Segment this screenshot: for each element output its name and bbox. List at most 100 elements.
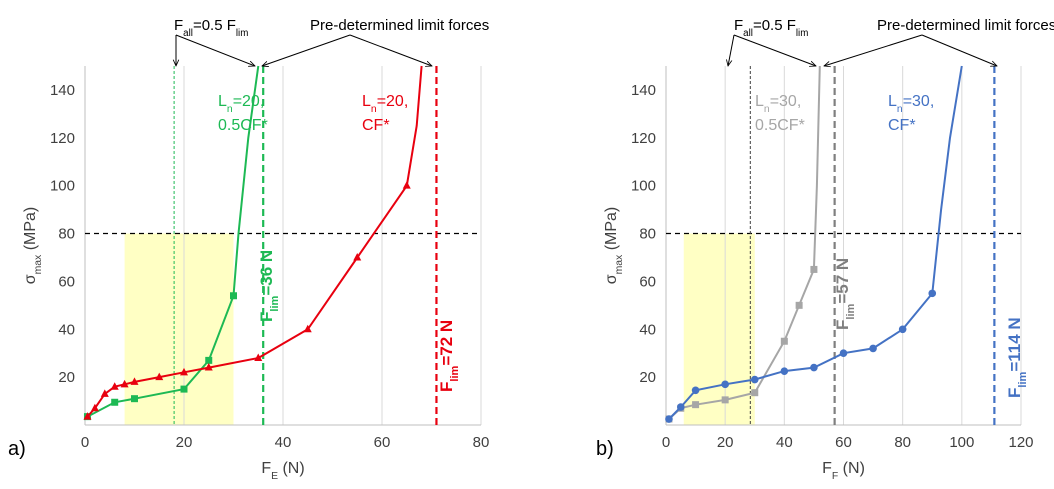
data-point-square bbox=[230, 292, 237, 300]
data-point-square bbox=[205, 356, 213, 364]
y-tick-label: 120 bbox=[50, 130, 75, 147]
annotation-arrow bbox=[824, 34, 923, 66]
allowable-region bbox=[124, 233, 234, 425]
series-line bbox=[87, 65, 260, 418]
data-point-circle bbox=[721, 380, 729, 389]
x-tick-label: 20 bbox=[717, 434, 734, 451]
data-point-circle bbox=[676, 403, 685, 411]
annotation-arrow bbox=[733, 34, 816, 66]
series-label: Ln=30, bbox=[755, 93, 801, 115]
allowable-force-annotation: Fall=0.5 Flim bbox=[174, 17, 248, 39]
data-point-square bbox=[795, 301, 803, 309]
data-point-circle bbox=[665, 415, 673, 423]
annotation-arrow bbox=[921, 34, 997, 66]
data-point-triangle bbox=[155, 372, 164, 381]
data-point-triangle bbox=[130, 377, 139, 385]
data-point-triangle bbox=[254, 353, 263, 361]
limit-force-label: Flim=57 N bbox=[833, 258, 857, 330]
series-line bbox=[668, 65, 963, 420]
data-point-square bbox=[721, 396, 729, 404]
x-tick-label: 120 bbox=[1008, 434, 1033, 451]
panel-label: b) bbox=[596, 438, 614, 460]
data-point-triangle bbox=[110, 382, 119, 390]
data-point-triangle bbox=[353, 252, 362, 261]
series-1: Ln=20, 0.5CF* Flim=36 N bbox=[83, 65, 281, 421]
data-point-triangle bbox=[83, 412, 92, 420]
y-tick-label: 60 bbox=[58, 273, 75, 290]
x-tick-label: 40 bbox=[275, 434, 292, 451]
y-tick-label: 120 bbox=[631, 130, 656, 147]
limit-forces-annotation: Pre-determined limit forces bbox=[877, 17, 1054, 34]
y-tick-label: 40 bbox=[58, 321, 75, 338]
y-tick-label: 60 bbox=[639, 273, 656, 290]
chart-panel-1: 0 20 40 60 80 20 40 60 80 100 120 140 FE (N) σmax (MP… bbox=[8, 17, 489, 482]
x-tick-label: 80 bbox=[473, 434, 490, 451]
data-point-square bbox=[751, 389, 759, 397]
series-label: CF* bbox=[362, 117, 390, 134]
y-tick-label: 40 bbox=[639, 321, 656, 338]
data-point-circle bbox=[780, 367, 789, 375]
allowable-force-annotation: Fall=0.5 Flim bbox=[734, 17, 808, 39]
x-axis-label: FE (N) bbox=[261, 460, 304, 482]
series-label: Ln=20, bbox=[362, 93, 408, 115]
x-tick-label: 60 bbox=[374, 434, 391, 451]
annotation-arrow bbox=[728, 34, 735, 66]
series-2: Ln=30, CF* Flim=114 N bbox=[665, 65, 1029, 423]
data-point-triangle bbox=[90, 403, 99, 412]
y-tick-label: 140 bbox=[50, 82, 75, 99]
data-point-square bbox=[131, 395, 138, 403]
y-axis-label: σmax (MPa) bbox=[22, 207, 44, 285]
data-point-triangle bbox=[303, 324, 312, 333]
annotation-arrow bbox=[175, 34, 255, 66]
y-tick-label: 80 bbox=[58, 226, 75, 243]
series-label: Ln=30, bbox=[888, 93, 934, 115]
series-line bbox=[668, 65, 821, 420]
annotation-arrow bbox=[262, 34, 351, 66]
series-1: Ln=30, 0.5CF* Flim=57 N bbox=[665, 65, 857, 423]
limit-force-label: Flim=36 N bbox=[257, 250, 281, 322]
y-tick-label: 100 bbox=[631, 178, 656, 195]
data-point-triangle bbox=[120, 379, 129, 388]
data-point-square bbox=[780, 337, 788, 345]
data-point-square bbox=[692, 401, 700, 409]
data-point-triangle bbox=[402, 181, 411, 189]
limit-force-label: Flim=72 N bbox=[437, 320, 461, 392]
y-tick-label: 100 bbox=[50, 178, 75, 195]
x-tick-label: 100 bbox=[949, 434, 974, 451]
x-axis-label: FF (N) bbox=[822, 460, 865, 482]
y-tick-label: 20 bbox=[58, 369, 75, 386]
y-tick-label: 80 bbox=[639, 226, 656, 243]
x-tick-label: 40 bbox=[776, 434, 793, 451]
data-point-square bbox=[111, 398, 119, 406]
data-point-circle bbox=[810, 363, 818, 372]
data-point-circle bbox=[691, 386, 700, 395]
data-point-triangle bbox=[180, 367, 188, 376]
series-label: 0.5CF* bbox=[218, 117, 268, 134]
panel-label: a) bbox=[8, 438, 26, 460]
data-point-circle bbox=[750, 375, 759, 384]
x-tick-label: 0 bbox=[81, 434, 89, 451]
annotation-arrow bbox=[349, 34, 432, 66]
x-tick-label: 60 bbox=[835, 434, 852, 451]
series-label: 0.5CF* bbox=[755, 117, 805, 134]
series-label: Ln=20, bbox=[218, 93, 264, 115]
x-tick-label: 80 bbox=[894, 434, 911, 451]
y-tick-label: 140 bbox=[631, 82, 656, 99]
series-2: Ln=20, CF* Flim=72 N bbox=[83, 65, 461, 420]
chart-panel-2: 0 20 40 60 80 100 120 20 40 60 80 100 120 140 FF (N) σm… bbox=[596, 17, 1054, 482]
data-point-circle bbox=[869, 344, 877, 353]
data-point-triangle bbox=[204, 363, 213, 371]
x-tick-label: 0 bbox=[662, 434, 670, 451]
data-point-triangle bbox=[100, 389, 109, 397]
data-point-circle bbox=[928, 289, 937, 298]
data-point-square bbox=[180, 385, 188, 393]
data-point-square bbox=[810, 265, 818, 273]
limit-forces-annotation: Pre-determined limit forces bbox=[310, 17, 489, 34]
limit-force-label: Flim=114 N bbox=[1005, 317, 1029, 398]
x-tick-label: 20 bbox=[176, 434, 193, 451]
data-point-circle bbox=[839, 349, 848, 358]
series-label: CF* bbox=[888, 117, 916, 134]
y-tick-label: 20 bbox=[639, 369, 656, 386]
y-axis-label: σmax (MPa) bbox=[603, 207, 625, 285]
